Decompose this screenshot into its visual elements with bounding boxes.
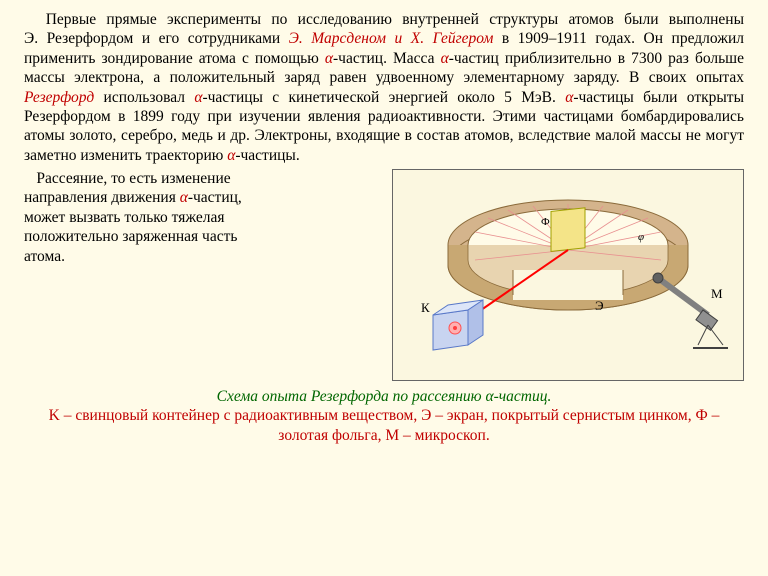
text: -частицы. xyxy=(235,147,299,164)
alpha: α xyxy=(180,189,188,206)
label-m: М xyxy=(711,286,723,301)
label-f2: φ xyxy=(638,231,644,243)
text-line: направления движения α-частиц, xyxy=(24,188,354,207)
text: использовал xyxy=(94,89,194,106)
label-e: Э xyxy=(595,298,604,313)
text-line: атома. xyxy=(24,247,354,266)
text-em: Э. Марсденом и Х. Гейгером xyxy=(289,30,494,47)
paragraph-side: Рассеяние, то есть изменение направления… xyxy=(24,169,354,266)
alpha: α xyxy=(441,50,449,67)
label-k: К xyxy=(421,300,430,315)
figure-caption: Схема опыта Резерфорда по рассеянию α-ча… xyxy=(24,387,744,445)
text: -частиц. Масса xyxy=(333,50,441,67)
text-line: положительно заряженная часть xyxy=(24,227,354,246)
label-f: Ф xyxy=(541,216,550,228)
alpha: α xyxy=(325,50,333,67)
text-em: Резерфорд xyxy=(24,89,94,106)
experiment-diagram: К Ф φ Э М xyxy=(392,169,744,381)
text-line: Рассеяние, то есть изменение xyxy=(24,169,354,188)
text: -частицы с кинетической энергией около 5… xyxy=(202,89,565,106)
text-line: может вызвать только тяжелая xyxy=(24,208,354,227)
caption-legend: K – свинцовый контейнер с радиоактивным … xyxy=(49,407,720,443)
caption-title: Схема опыта Резерфорда по рассеянию α-ча… xyxy=(217,388,548,405)
paragraph-main: Первые прямые эксперименты по исследован… xyxy=(24,10,744,165)
